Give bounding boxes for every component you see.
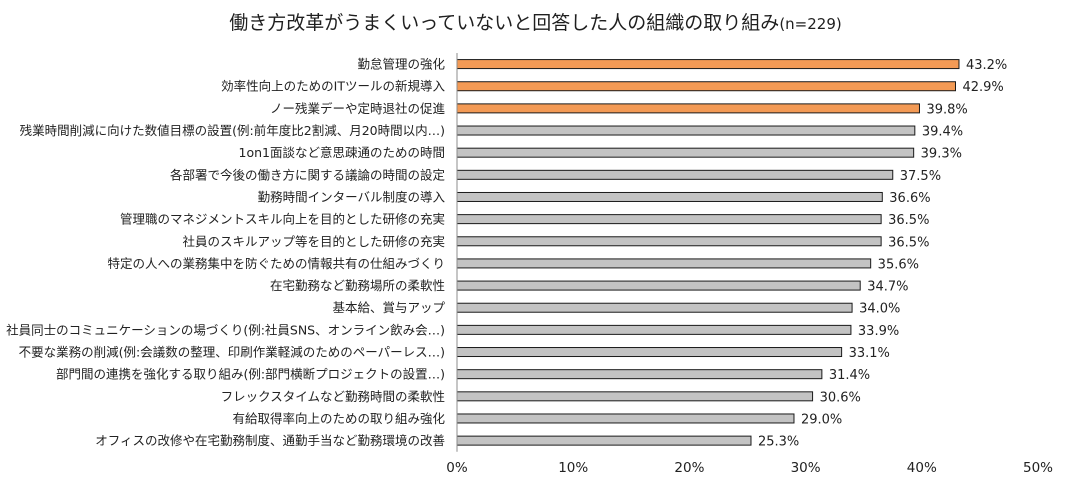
category-label: 勤務時間インターバル制度の導入 [258, 189, 446, 204]
value-label: 43.2% [966, 58, 1007, 73]
value-label: 39.3% [921, 147, 962, 162]
x-tick-label: 20% [674, 460, 704, 476]
category-label: 部門間の連携を強化する取り組み(例:部門横断プロジェクトの設置…) [56, 367, 445, 382]
bar [456, 258, 872, 269]
value-label: 33.1% [849, 346, 890, 361]
value-label: 29.0% [801, 412, 842, 427]
chart-title: 働き方改革がうまくいっていないと回答した人の組織の取り組み(n=229) [0, 8, 1071, 35]
x-tick-label: 30% [791, 460, 821, 476]
bar [456, 347, 843, 358]
x-tick-label: 0% [446, 460, 468, 476]
category-label: オフィスの改修や在宅勤務制度、通勤手当など勤務環境の改善 [95, 433, 445, 448]
bar [456, 147, 915, 158]
bar [456, 191, 883, 202]
x-tick-label: 40% [907, 460, 937, 476]
bar [456, 369, 823, 380]
bar [456, 81, 956, 92]
bar [456, 280, 861, 291]
category-label: 管理職のマネジメントスキル向上を目的とした研修の充実 [120, 212, 445, 227]
value-label: 30.6% [820, 390, 861, 405]
x-tick-label: 10% [558, 460, 588, 476]
category-label: 社員同士のコミュニケーションの場づくり(例:社員SNS、オンライン飲み会…) [6, 322, 445, 337]
category-label: 各部署で今後の働き方に関する議論の時間の設定 [170, 167, 445, 182]
value-label: 31.4% [829, 368, 870, 383]
value-label: 35.6% [878, 257, 919, 272]
category-label: 効率性向上のためのITツールの新規導入 [221, 79, 445, 94]
value-label: 34.7% [867, 280, 908, 295]
value-label: 39.8% [926, 102, 967, 117]
value-label: 36.5% [888, 235, 929, 250]
value-labels-group: 43.2% 42.9% 39.8% 39.4% 39.3% 37.5% 36.6% 36.5%… [758, 58, 1007, 450]
bar [456, 103, 920, 114]
bar [456, 302, 853, 313]
category-label: 残業時間削減に向けた数値目標の設置(例:前年度比2割減、月20時間以内…) [20, 123, 445, 138]
bar [456, 236, 882, 247]
chart-title-text: 働き方改革がうまくいっていないと回答した人の組織の取り組み [229, 12, 780, 34]
bar [456, 59, 960, 70]
x-tick-labels-group: 0% 10% 20% 30% 40% 50% [446, 460, 1053, 476]
bar [456, 413, 795, 424]
bars-group [456, 59, 960, 446]
category-label: 有給取得率向上のための取り組み強化 [232, 411, 445, 426]
value-label: 37.5% [900, 169, 941, 184]
bar [456, 125, 916, 136]
bar [456, 169, 894, 180]
value-label: 36.5% [888, 213, 929, 228]
category-label: 社員のスキルアップ等を目的とした研修の充実 [182, 234, 445, 249]
bar [456, 391, 814, 402]
category-label: フレックスタイムなど勤務時間の柔軟性 [221, 389, 445, 404]
bar [456, 324, 852, 335]
value-label: 25.3% [758, 435, 799, 450]
bar [456, 214, 882, 225]
category-label: 勤怠管理の強化 [357, 57, 445, 72]
category-label: 1on1面談など意思疎通のための時間 [239, 145, 445, 160]
category-label: 在宅勤務など勤務場所の柔軟性 [270, 278, 445, 293]
value-label: 33.9% [858, 324, 899, 339]
category-labels-group: 勤怠管理の強化効率性向上のためのITツールの新規導入ノー残業デーや定時退社の促進… [6, 57, 445, 449]
value-label: 36.6% [889, 191, 930, 206]
chart-title-sample-size: (n=229) [779, 15, 842, 33]
x-tick-label: 50% [1023, 460, 1053, 476]
value-label: 34.0% [859, 302, 900, 317]
value-label: 39.4% [922, 125, 963, 140]
category-label: 不要な業務の削減(例:会議数の整理、印刷作業軽減のためのペーパーレス…) [19, 345, 445, 360]
value-label: 42.9% [962, 80, 1003, 95]
category-label: ノー残業デーや定時退社の促進 [270, 101, 446, 116]
category-label: 特定の人への業務集中を防ぐための情報共有の仕組みづくり [107, 256, 445, 271]
category-label: 基本給、賞与アップ [332, 300, 445, 315]
bar [456, 435, 752, 446]
